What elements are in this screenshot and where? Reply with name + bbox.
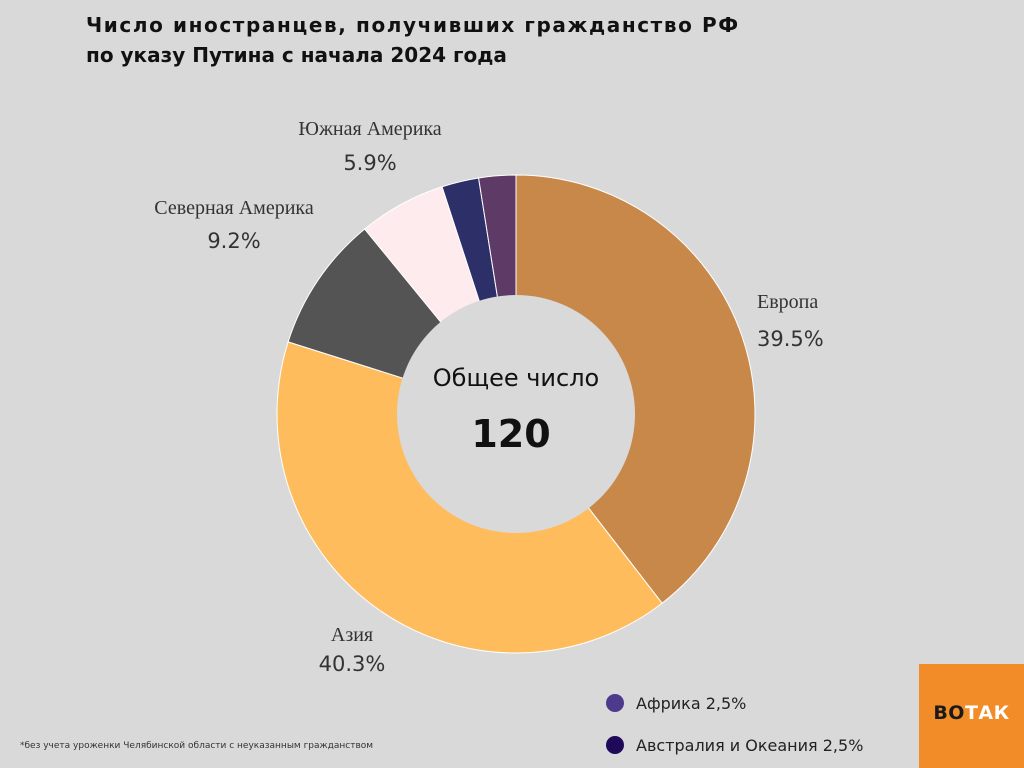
chart-title: Число иностранцев, получивших гражданств… (86, 10, 906, 70)
legend-label-australia-oceania: Австралия и Океания 2,5% (636, 735, 864, 755)
chart-title-line-2: по указу Путина с начала 2024 года (86, 43, 507, 67)
slice-label-south-america: Южная Америка 5.9% (298, 118, 441, 175)
legend-label-africa: Африка 2,5% (636, 693, 747, 713)
slice-label-asia: Азия 40.3% (319, 624, 386, 676)
footnote: *без учета уроженки Челябинской области … (20, 741, 374, 751)
slice-label-asia-name: Азия (331, 624, 373, 646)
slice-label-north-america-name: Северная Америка (154, 197, 314, 219)
donut-center-value: 120 (471, 412, 551, 456)
chart-title-line-1: Число иностранцев, получивших гражданств… (86, 13, 740, 37)
donut-center-label: Общее число (432, 364, 600, 392)
slice-label-north-america-percent: 9.2% (207, 229, 260, 253)
slice-label-north-america: Северная Америка 9.2% (154, 197, 314, 253)
legend-item-africa: Африка 2,5% (606, 692, 863, 714)
slice-label-asia-percent: 40.3% (319, 652, 386, 676)
brand-logo-part-1: ВО (933, 702, 965, 724)
brand-logo-part-2: ТАК (964, 702, 1010, 724)
slice-label-south-america-name: Южная Америка (298, 118, 441, 140)
brand-logo-text: ВОТАК (919, 702, 1024, 724)
legend: Африка 2,5% Австралия и Океания 2,5% (606, 692, 863, 768)
legend-dot-australia-oceania (606, 736, 624, 754)
slice-label-europe: Европа 39.5% (757, 291, 824, 351)
legend-item-australia-oceania: Австралия и Океания 2,5% (606, 734, 863, 756)
slice-label-europe-percent: 39.5% (757, 327, 824, 351)
slice-label-europe-name: Европа (757, 291, 818, 313)
donut-hole (397, 295, 635, 533)
brand-logo: ВОТАК (919, 664, 1024, 768)
slice-label-south-america-percent: 5.9% (343, 151, 396, 175)
slice-europe (515, 174, 756, 604)
legend-dot-africa (606, 694, 624, 712)
